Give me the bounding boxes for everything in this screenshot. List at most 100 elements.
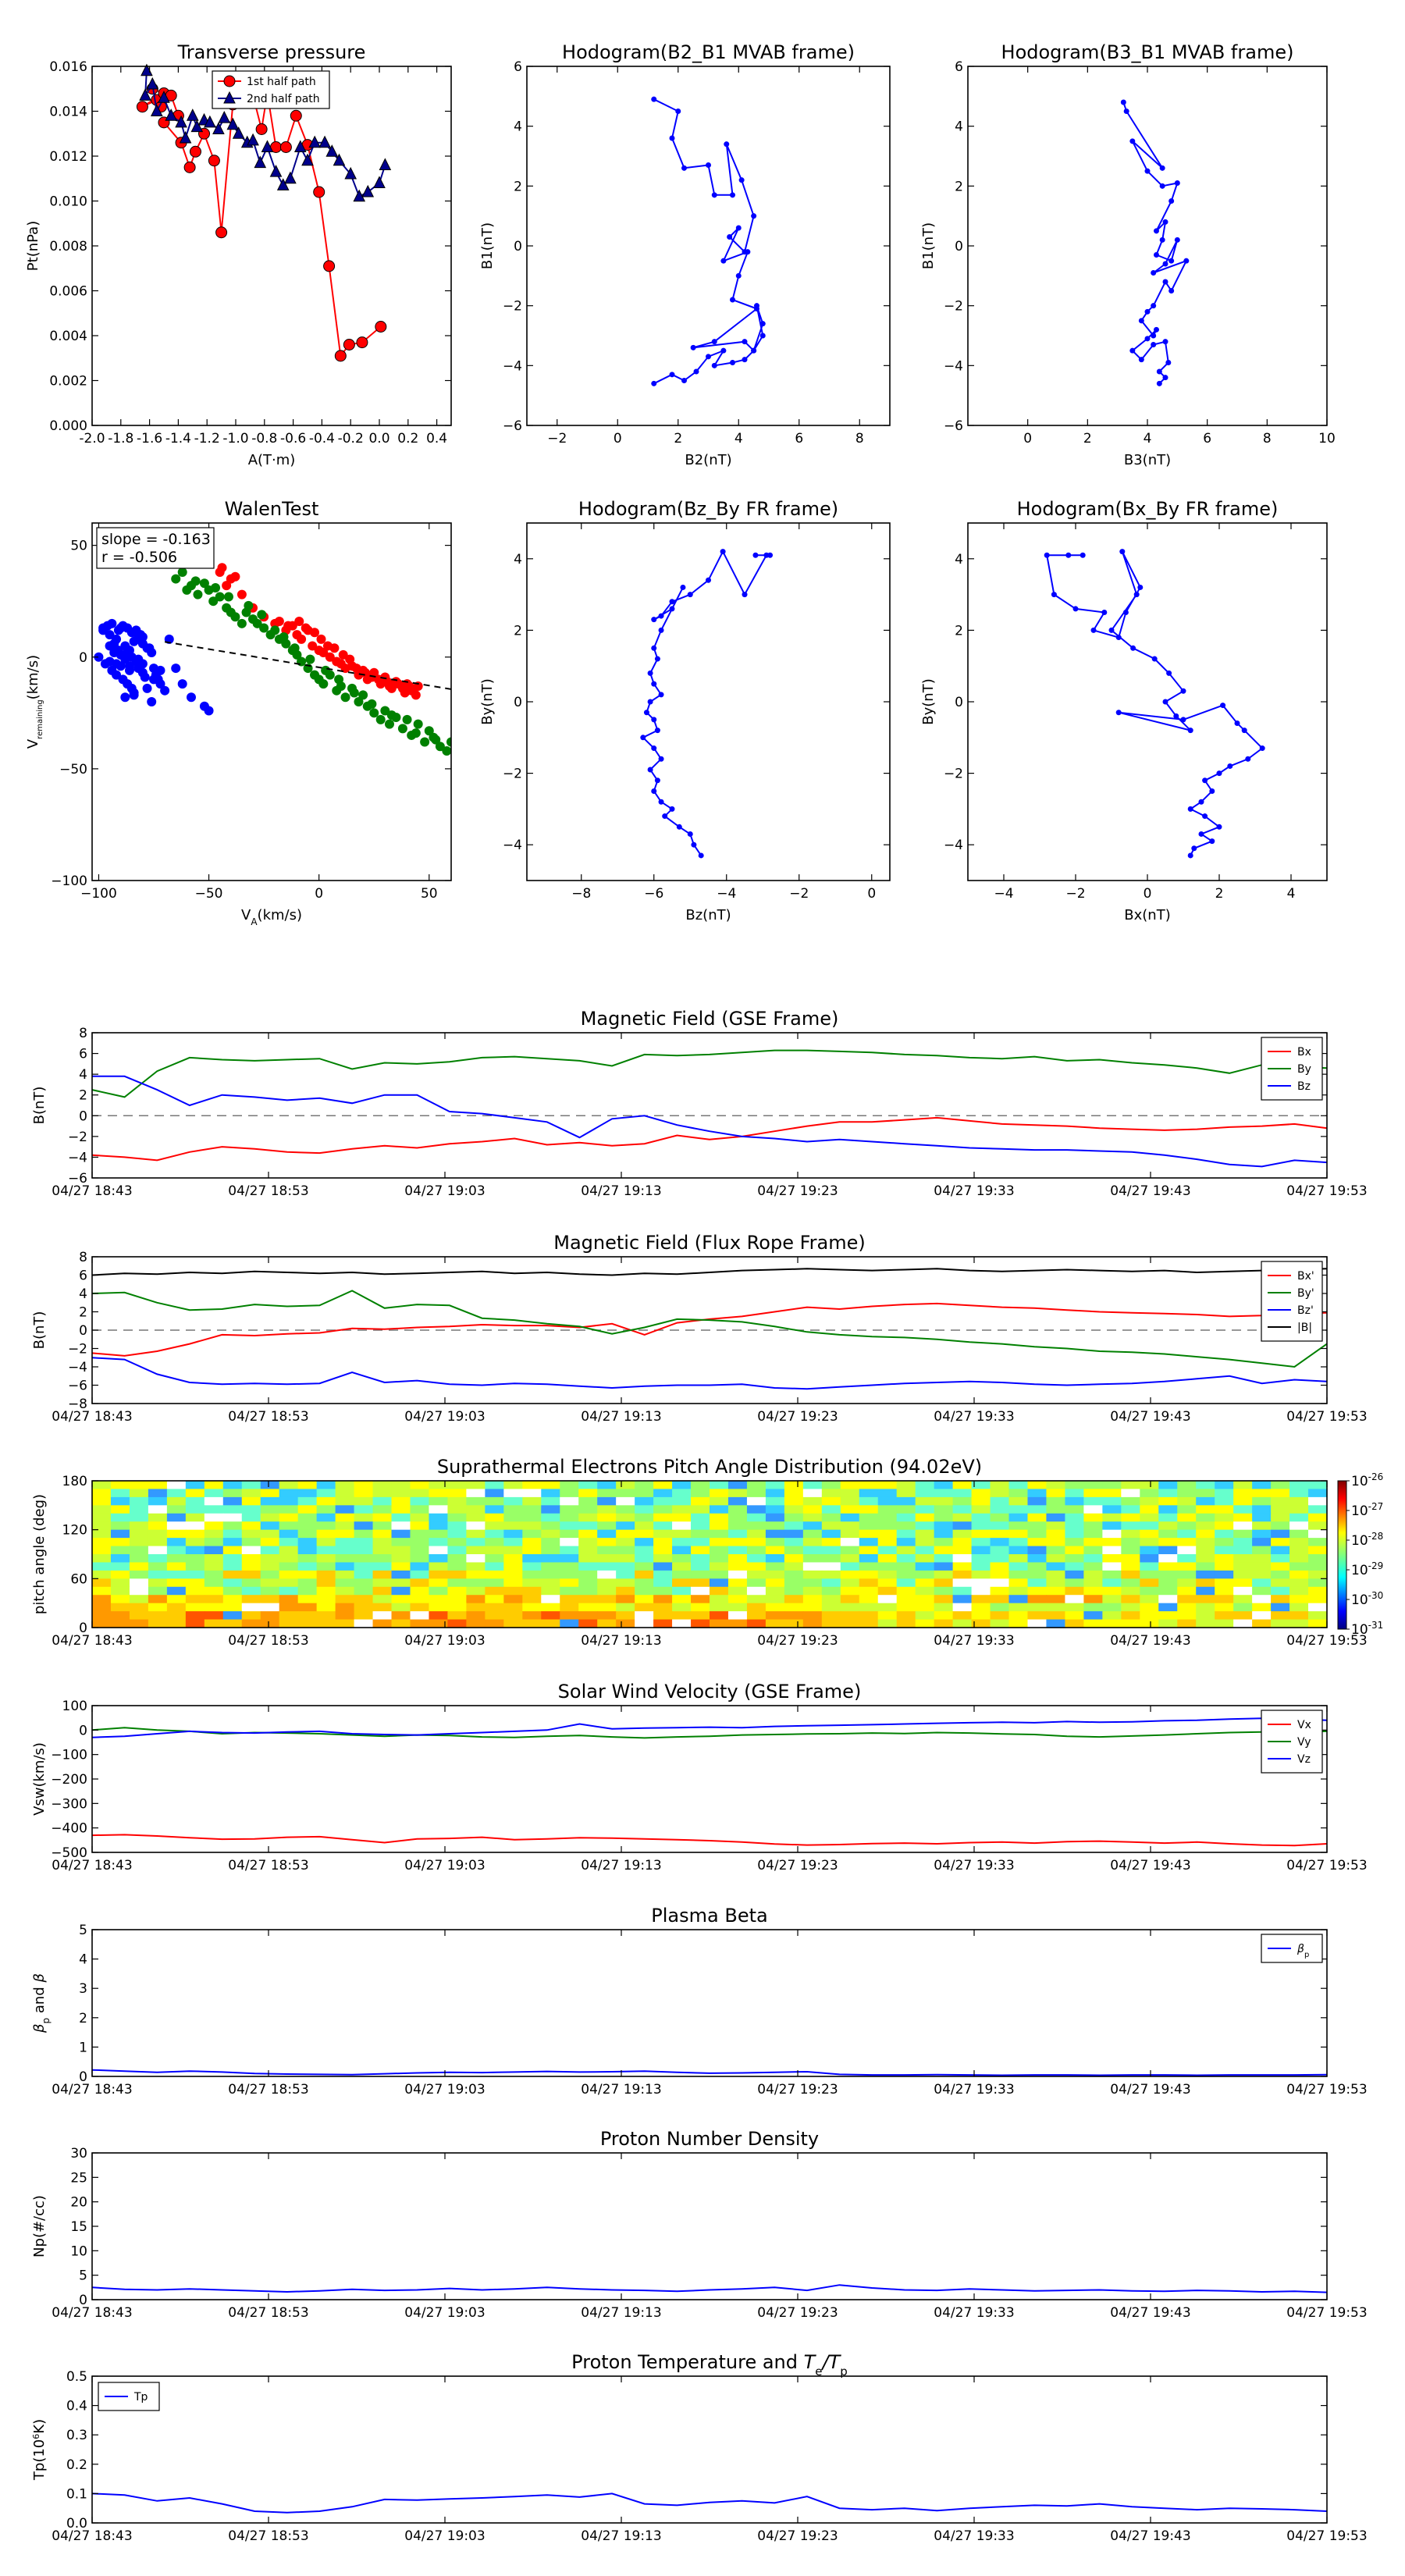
heatmap-cell <box>896 1578 916 1588</box>
data-point <box>158 91 170 103</box>
heatmap-cell <box>1233 1529 1253 1539</box>
y-tick-label: −2 <box>944 767 963 782</box>
heatmap-cell <box>578 1513 598 1522</box>
heatmap-cell <box>110 1578 130 1588</box>
heatmap-cell <box>1140 1546 1159 1555</box>
y-tick-label: 0.016 <box>49 59 87 75</box>
x-tick-label: 04/27 19:13 <box>581 1633 661 1649</box>
y-tick-label: 0.004 <box>49 329 87 344</box>
heatmap-cell <box>840 1529 860 1539</box>
heatmap-cell <box>410 1529 430 1539</box>
heatmap-cell <box>635 1538 654 1547</box>
heatmap-cell <box>672 1489 692 1498</box>
heatmap-cell <box>166 1496 187 1506</box>
heatmap-cell <box>129 1595 149 1604</box>
heatmap-cell <box>541 1538 560 1547</box>
data-point <box>279 141 292 153</box>
heatmap-cell <box>335 1496 355 1506</box>
data-point <box>284 171 297 184</box>
heatmap-cell <box>691 1603 710 1612</box>
heatmap-cell <box>1215 1578 1234 1588</box>
data-point <box>706 162 711 168</box>
heatmap-cell <box>802 1586 823 1596</box>
data-point <box>177 567 187 577</box>
heatmap-cell <box>971 1562 991 1571</box>
heatmap-cell <box>616 1570 635 1579</box>
heatmap-cell <box>1046 1538 1066 1547</box>
heatmap-cell <box>429 1554 449 1564</box>
heatmap-cell <box>952 1578 973 1588</box>
heatmap-cell <box>1289 1481 1309 1490</box>
heatmap-cell <box>1196 1546 1215 1555</box>
heatmap-cell <box>746 1619 767 1628</box>
heatmap-cell <box>1083 1505 1103 1514</box>
heatmap-cell <box>1027 1578 1048 1588</box>
x-tick-label: 04/27 18:53 <box>228 1183 308 1199</box>
y-tick-label: 0 <box>79 1723 87 1738</box>
data-point <box>1151 270 1157 276</box>
heatmap-cell <box>877 1570 898 1579</box>
data-point <box>155 679 165 689</box>
y-tick-label: 4 <box>955 552 963 568</box>
x-tick-label: 04/27 19:13 <box>581 2082 661 2097</box>
data-point <box>751 347 757 354</box>
data-point <box>107 618 117 628</box>
y-tick-label: −200 <box>51 1772 87 1788</box>
heatmap-cell <box>485 1521 504 1531</box>
heatmap-cell <box>765 1554 785 1564</box>
y-tick-label: 2 <box>514 623 522 639</box>
heatmap-cell <box>1289 1496 1309 1506</box>
heatmap-cell <box>1252 1521 1272 1531</box>
heatmap-cell <box>410 1611 430 1621</box>
data-point <box>1108 627 1115 633</box>
data-point <box>1174 180 1180 186</box>
heatmap-cell <box>316 1586 336 1596</box>
data-point <box>384 719 394 729</box>
heatmap-cell <box>1121 1562 1140 1571</box>
y-tick-label: −4 <box>944 838 963 853</box>
heatmap-cell <box>1252 1578 1272 1588</box>
heatmap-cell <box>990 1562 1010 1571</box>
data-point <box>375 321 387 333</box>
heatmap-cell <box>335 1578 355 1588</box>
heatmap-cell <box>279 1619 299 1628</box>
heatmap-cell <box>877 1489 898 1498</box>
heatmap-cell <box>971 1619 991 1628</box>
heatmap-cell <box>335 1554 355 1564</box>
data-point <box>190 119 204 133</box>
data-point <box>691 841 697 848</box>
heatmap-cell <box>1215 1611 1234 1621</box>
heatmap-cell <box>1215 1554 1234 1564</box>
heatmap-cell <box>1102 1595 1122 1604</box>
heatmap-cell <box>934 1554 954 1564</box>
heatmap-cell <box>765 1529 785 1539</box>
heatmap-cell <box>185 1546 205 1555</box>
heatmap-cell <box>840 1505 860 1514</box>
data-point <box>676 824 682 830</box>
heatmap-cell <box>1027 1546 1048 1555</box>
heatmap-cell <box>859 1603 879 1612</box>
heatmap-cell <box>204 1554 224 1564</box>
heatmap-cell <box>802 1496 823 1506</box>
heatmap-cell <box>354 1554 374 1564</box>
heatmap-cell <box>672 1619 692 1628</box>
heatmap-cell <box>896 1505 916 1514</box>
heatmap-cell <box>784 1546 804 1555</box>
heatmap-cell <box>821 1586 841 1596</box>
heatmap-cell <box>896 1496 916 1506</box>
data-point <box>1180 717 1186 723</box>
heatmap-cell <box>204 1611 224 1621</box>
x-tick-label: 0 <box>1023 431 1032 447</box>
data-point <box>1180 688 1186 694</box>
heatmap-cell <box>1065 1489 1084 1498</box>
heatmap-cell <box>635 1603 654 1612</box>
y-tick-label: −100 <box>51 873 87 889</box>
data-point <box>1151 342 1157 347</box>
heatmap-cell <box>635 1481 654 1490</box>
heatmap-cell <box>727 1481 748 1490</box>
heatmap-cell <box>877 1595 898 1604</box>
heatmap-cell <box>1215 1489 1234 1498</box>
data-point <box>279 632 289 642</box>
heatmap-cell <box>802 1489 823 1498</box>
